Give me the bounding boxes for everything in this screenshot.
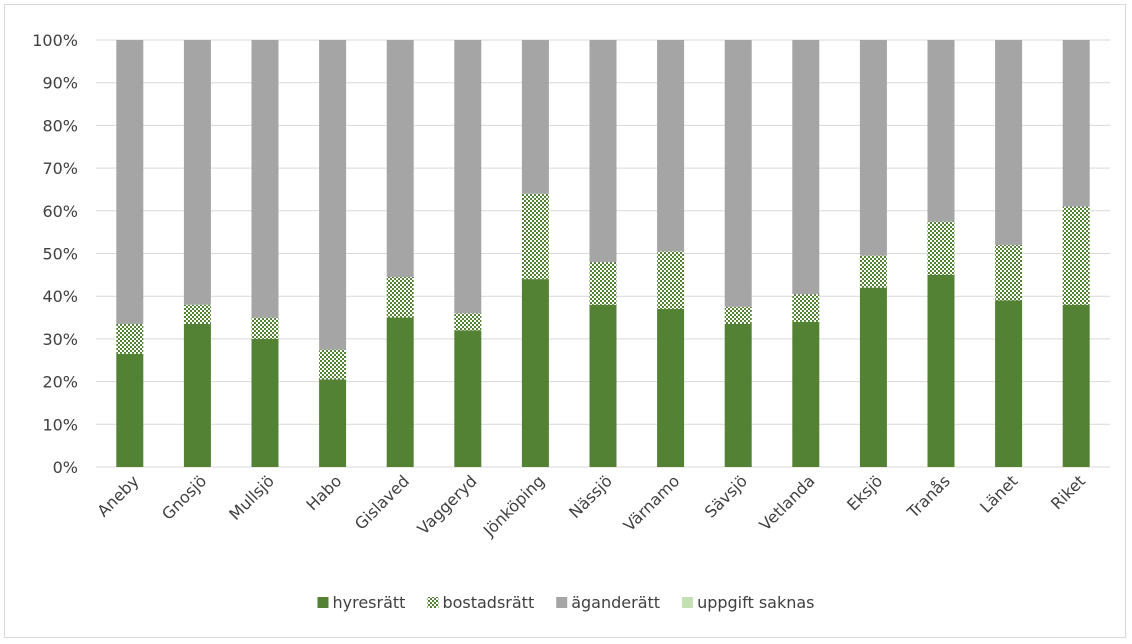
y-tick-label: 30%	[42, 330, 78, 349]
y-tick-label: 10%	[42, 415, 78, 434]
bar-segment	[1062, 206, 1090, 305]
bar-segment	[319, 40, 347, 350]
x-tick-label: Nässjö	[565, 471, 616, 522]
x-tick-label: Jönköping	[479, 471, 548, 540]
bar-segment	[724, 323, 752, 467]
bar-segment	[859, 40, 887, 256]
y-tick-label: 80%	[42, 116, 78, 135]
bar-segment	[386, 276, 414, 318]
y-tick-label: 50%	[42, 245, 78, 264]
bar-segment	[454, 313, 482, 331]
y-tick-label: 100%	[32, 31, 78, 50]
legend-label: uppgift saknas	[697, 593, 814, 612]
x-tick-label: Sävsjö	[701, 471, 751, 521]
bar-segment	[454, 330, 482, 467]
y-tick-label: 60%	[42, 202, 78, 221]
x-tick-label: Gnosjö	[158, 471, 210, 523]
legend: hyresrätt bostadsrätt äganderätt uppgift sa…	[317, 593, 815, 612]
bar-segment	[183, 40, 211, 305]
bar-segment	[995, 244, 1023, 301]
y-tick-label: 90%	[42, 74, 78, 93]
bars	[116, 40, 1090, 467]
bar-segment	[792, 321, 820, 467]
legend-swatch	[427, 597, 439, 608]
bar-segment	[859, 255, 887, 288]
bar-segment	[251, 317, 279, 339]
y-axis-ticks: 0% 10% 20% 30% 40% 50% 60% 70% 80% 90% 100%	[32, 31, 78, 477]
bar-segment	[927, 40, 955, 222]
legend-swatch	[682, 597, 694, 608]
y-tick-label: 70%	[42, 159, 78, 178]
bar-segment	[386, 40, 414, 277]
bar-segment	[589, 262, 617, 305]
y-tick-label: 20%	[42, 373, 78, 392]
x-tick-label: Habo	[302, 471, 345, 514]
legend-swatch	[556, 597, 568, 608]
bar-segment	[251, 338, 279, 467]
bar-segment	[183, 323, 211, 467]
x-tick-label: Riket	[1047, 471, 1089, 513]
x-tick-label: Tranås	[903, 471, 954, 522]
bar-segment	[183, 304, 211, 324]
bar-segment	[724, 306, 752, 324]
legend-swatch	[317, 597, 329, 608]
bar-segment	[859, 287, 887, 467]
bar-segment	[251, 40, 279, 318]
bar-segment	[927, 221, 955, 275]
bar-segment	[521, 193, 549, 280]
bar-segment	[995, 300, 1023, 467]
x-axis-ticks: Aneby Gnosjö Mullsjö Habo Gislaved VaggerydJö…	[93, 471, 1089, 540]
bar-segment	[589, 40, 617, 263]
bar-segment	[927, 274, 955, 467]
bar-segment	[657, 309, 685, 467]
bar-segment	[657, 40, 685, 252]
bar-segment	[995, 40, 1023, 245]
bar-segment	[589, 304, 617, 467]
bar-segment	[1062, 40, 1090, 207]
x-tick-label: Vaggeryd	[414, 471, 481, 538]
bar-segment	[657, 251, 685, 310]
x-tick-label: Eksjö	[843, 471, 886, 514]
bar-segment	[521, 279, 549, 467]
bar-segment	[116, 323, 144, 354]
x-tick-label: Gislaved	[351, 471, 413, 533]
bar-segment	[521, 40, 549, 194]
bar-segment	[116, 353, 144, 467]
y-tick-label: 0%	[53, 458, 78, 477]
bar-segment	[319, 349, 347, 380]
legend-label: hyresrätt	[332, 593, 405, 612]
bar-segment	[454, 40, 482, 314]
bar-segment	[386, 317, 414, 467]
bar-segment	[792, 40, 820, 295]
x-tick-label: Värnamo	[620, 471, 684, 535]
bar-segment	[319, 379, 347, 467]
bar-segment	[792, 294, 820, 322]
x-tick-label: Mullsjö	[225, 471, 278, 524]
x-tick-label: Vetlanda	[756, 471, 819, 534]
legend-label: äganderätt	[571, 593, 660, 612]
bar-segment	[1062, 304, 1090, 467]
x-tick-label: Länet	[976, 471, 1021, 516]
bar-segment	[116, 40, 144, 324]
legend-label: bostadsrätt	[442, 593, 534, 612]
x-tick-label: Aneby	[93, 471, 142, 520]
bar-segment	[724, 40, 752, 307]
y-tick-label: 40%	[42, 287, 78, 306]
